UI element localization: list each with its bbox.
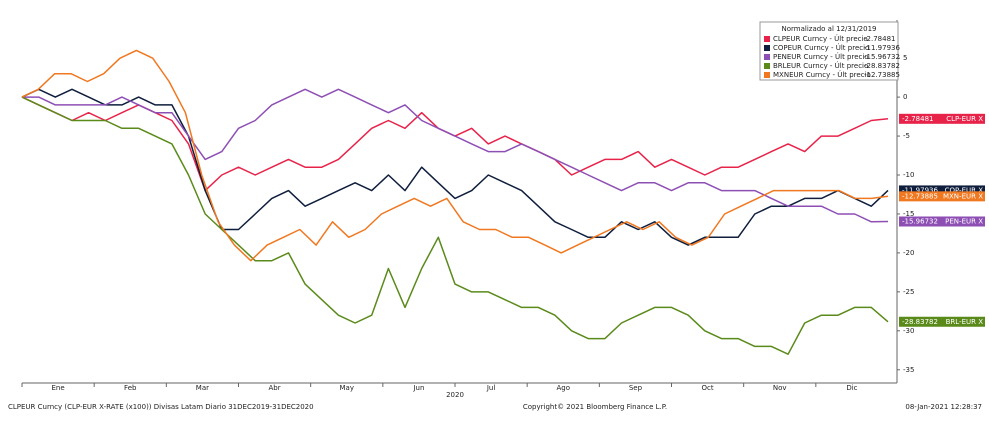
- end-tag-box: [899, 191, 985, 202]
- series-line: [22, 88, 889, 223]
- end-tag-name: PEN-EUR X: [945, 217, 983, 225]
- end-tag-name: MXN-EUR X: [943, 192, 983, 200]
- legend-title: Normalizado al 12/31/2019: [782, 25, 877, 33]
- x-tick-label: Abr: [269, 384, 281, 392]
- y-tick-label: 0: [903, 93, 907, 101]
- x-tick-label: Ene: [51, 384, 64, 392]
- x-tick-label: Jun: [412, 384, 424, 392]
- legend-label: CLPEUR Curncy - Últ precio: [773, 34, 868, 43]
- end-tag-value: -12.73885: [902, 192, 938, 200]
- footer-center: Copyright© 2021 Bloomberg Finance L.P.: [523, 403, 667, 411]
- x-tick-label: Sep: [629, 384, 643, 392]
- x-axis-label: 2020: [446, 391, 464, 399]
- end-tag-name: BRL-EUR X: [946, 318, 984, 326]
- x-tick-label: May: [340, 384, 354, 392]
- y-tick-label: -5: [903, 132, 910, 140]
- legend-swatch: [764, 54, 770, 60]
- y-tick-label: -25: [903, 288, 914, 296]
- footer-right: 08-Jan-2021 12:28:37: [905, 403, 982, 411]
- y-tick-label: 5: [903, 54, 907, 62]
- legend-swatch: [764, 45, 770, 51]
- end-tag-value: -11.97936: [902, 186, 938, 194]
- y-tick-label: -15: [903, 210, 914, 218]
- x-tick-label: Feb: [124, 384, 137, 392]
- legend-swatch: [764, 36, 770, 42]
- legend-swatch: [764, 63, 770, 69]
- end-tag-value: -28.83782: [902, 318, 938, 326]
- series-line: [21, 96, 889, 355]
- legend-value: -11.97936: [864, 44, 900, 52]
- legend-label: PENEUR Curncy - Últ precio: [773, 52, 869, 61]
- legend-swatch: [764, 72, 770, 78]
- legend-label: MXNEUR Curncy - Últ precio: [773, 70, 871, 79]
- legend-box: [759, 21, 899, 81]
- x-tick-label: Oct: [702, 384, 714, 392]
- legend-value: -15.96732: [864, 53, 900, 61]
- end-tag-box: [899, 113, 985, 124]
- end-tag-box: [899, 316, 985, 327]
- end-tag-value: -2.78481: [902, 115, 933, 123]
- legend-label: COPEUR Curncy - Últ precio: [773, 43, 869, 52]
- legend-value: -28.83782: [864, 62, 900, 70]
- end-tag-box: [899, 185, 985, 196]
- end-tag-name: CLP-EUR X: [946, 115, 983, 123]
- y-tick-label: -20: [903, 249, 914, 257]
- x-tick-label: Ago: [556, 384, 570, 392]
- x-tick-label: Dic: [846, 384, 857, 392]
- end-tag-box: [899, 216, 985, 227]
- end-tag-name: COP-EUR X: [945, 186, 984, 194]
- legend-value: -2.78481: [864, 35, 895, 43]
- end-tag-value: -15.96732: [902, 217, 938, 225]
- y-tick-label: -35: [903, 366, 914, 374]
- legend-label: BRLEUR Curncy - Últ precio: [773, 61, 868, 70]
- y-tick-label: -30: [903, 327, 914, 335]
- series-line: [21, 88, 889, 246]
- legend-value: -12.73885: [864, 71, 900, 79]
- x-tick-label: Nov: [773, 384, 787, 392]
- footer-left: CLPEUR Curncy (CLP-EUR X-RATE (x100)) Di…: [8, 403, 314, 411]
- series-line: [21, 49, 889, 262]
- x-tick-label: Jul: [486, 384, 496, 392]
- x-tick-label: Mar: [196, 384, 209, 392]
- y-tick-label: -10: [903, 171, 914, 179]
